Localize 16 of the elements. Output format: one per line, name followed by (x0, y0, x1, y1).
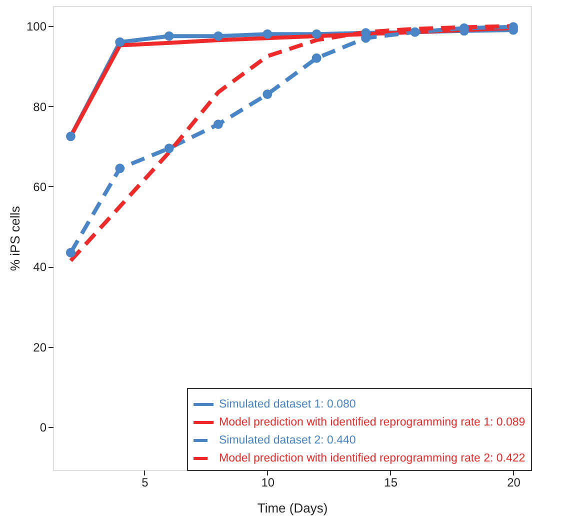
y-tick-label: 100 (26, 20, 47, 34)
x-tick-label: 5 (142, 476, 149, 490)
x-tick-label: 15 (384, 476, 398, 490)
x-tick-label: 20 (507, 476, 521, 490)
legend-label: Simulated dataset 2: 0.440 (219, 434, 356, 446)
legend-label: Model prediction with identified reprogramming rate 2: 0.422 (219, 452, 526, 464)
y-tick-label: 20 (33, 340, 47, 354)
x-axis-title: Time (Days) (257, 500, 328, 516)
x-tick-label: 10 (261, 476, 275, 490)
legend-label: Simulated dataset 1: 0.080 (219, 398, 356, 410)
y-tick-label: 60 (33, 180, 47, 194)
y-tick-label: 0 (40, 420, 47, 435)
y-tick-label: 40 (33, 260, 47, 274)
y-axis-title: % iPS cells (7, 205, 22, 272)
legend-label: Model prediction with identified reprogramming rate 1: 0.089 (219, 416, 526, 428)
y-tick-label: 80 (33, 100, 47, 114)
